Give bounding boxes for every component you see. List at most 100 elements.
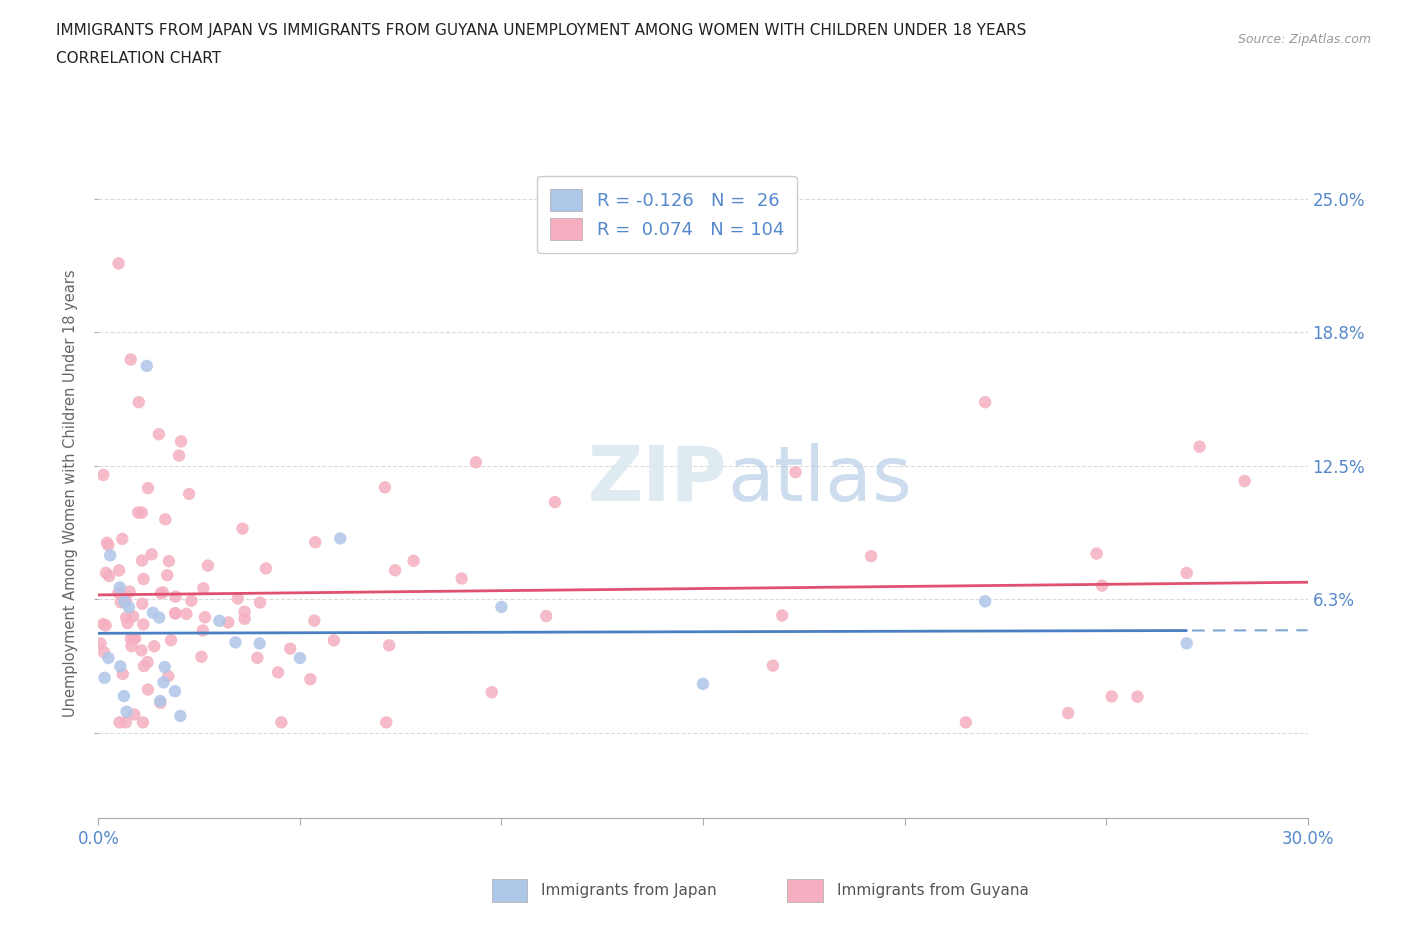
Point	[974, 594, 997, 609]
Point	[226, 591, 249, 606]
Text: Source: ZipAtlas.com: Source: ZipAtlas.com	[1237, 33, 1371, 46]
Point	[378, 638, 401, 653]
Point	[115, 593, 138, 608]
Point	[402, 553, 425, 568]
Point	[233, 604, 256, 619]
Point	[208, 613, 231, 628]
Point	[544, 495, 567, 510]
Point	[1057, 706, 1080, 721]
Point	[115, 610, 138, 625]
Point	[329, 531, 352, 546]
Legend: R = -0.126   N =  26, R =  0.074   N = 104: R = -0.126 N = 26, R = 0.074 N = 104	[537, 177, 797, 253]
Point	[481, 684, 503, 699]
Point	[98, 548, 121, 563]
Point	[135, 358, 157, 373]
Point	[108, 563, 131, 578]
Text: Immigrants from Guyana: Immigrants from Guyana	[837, 883, 1028, 897]
Point	[94, 618, 117, 632]
Point	[165, 590, 187, 604]
Point	[785, 465, 807, 480]
Point	[197, 558, 219, 573]
Point	[114, 715, 136, 730]
Point	[110, 595, 132, 610]
Point	[131, 596, 153, 611]
Y-axis label: Unemployment Among Women with Children Under 18 years: Unemployment Among Women with Children U…	[63, 269, 79, 717]
Point	[107, 586, 129, 601]
Point	[136, 481, 159, 496]
Point	[193, 581, 215, 596]
Point	[152, 585, 174, 600]
Point	[112, 688, 135, 703]
Point	[167, 448, 190, 463]
Point	[112, 594, 135, 609]
Point	[491, 600, 513, 615]
Point	[278, 641, 301, 656]
Point	[111, 667, 134, 682]
Point	[132, 715, 155, 730]
Point	[157, 669, 180, 684]
Point	[288, 651, 311, 666]
Point	[1175, 636, 1198, 651]
Point	[152, 675, 174, 690]
Point	[132, 572, 155, 587]
Point	[267, 665, 290, 680]
Point	[190, 649, 212, 664]
Point	[110, 659, 132, 674]
Point	[450, 571, 472, 586]
Point	[170, 434, 193, 449]
Point	[108, 715, 131, 730]
Point	[249, 595, 271, 610]
Point	[165, 606, 187, 621]
Point	[534, 608, 557, 623]
Point	[90, 636, 112, 651]
Point	[94, 565, 117, 580]
Point	[304, 535, 326, 550]
Point	[97, 538, 120, 552]
Point	[108, 580, 131, 595]
Point	[176, 606, 198, 621]
Point	[160, 632, 183, 647]
Point	[1101, 689, 1123, 704]
Point	[136, 682, 159, 697]
Point	[148, 427, 170, 442]
Point	[122, 609, 145, 624]
Point	[131, 553, 153, 568]
Point	[131, 643, 153, 658]
Point	[860, 549, 883, 564]
Point	[180, 593, 202, 608]
Point	[191, 623, 214, 638]
Point	[1126, 689, 1149, 704]
Point	[165, 605, 187, 620]
Point	[96, 536, 118, 551]
Point	[224, 635, 246, 650]
Point	[122, 631, 145, 645]
Point	[375, 715, 398, 730]
Point	[91, 468, 114, 483]
Point	[141, 547, 163, 562]
Text: IMMIGRANTS FROM JAPAN VS IMMIGRANTS FROM GUYANA UNEMPLOYMENT AMONG WOMEN WITH CH: IMMIGRANTS FROM JAPAN VS IMMIGRANTS FROM…	[56, 23, 1026, 38]
Point	[143, 639, 166, 654]
Point	[132, 658, 155, 673]
Point	[246, 650, 269, 665]
Point	[374, 480, 396, 495]
Text: ZIP: ZIP	[588, 443, 727, 517]
Point	[120, 639, 142, 654]
Text: Immigrants from Japan: Immigrants from Japan	[541, 883, 717, 897]
Point	[149, 696, 172, 711]
Text: CORRELATION CHART: CORRELATION CHART	[56, 51, 221, 66]
Point	[1085, 546, 1108, 561]
Point	[107, 256, 129, 271]
Point	[249, 636, 271, 651]
Point	[770, 608, 793, 623]
Point	[322, 633, 344, 648]
Point	[1233, 473, 1256, 488]
Point	[142, 605, 165, 620]
Point	[974, 394, 997, 409]
Point	[150, 586, 173, 601]
Point	[254, 561, 277, 576]
Point	[464, 455, 486, 470]
Point	[120, 631, 142, 646]
Point	[384, 563, 406, 578]
Point	[127, 505, 149, 520]
Point	[118, 600, 141, 615]
